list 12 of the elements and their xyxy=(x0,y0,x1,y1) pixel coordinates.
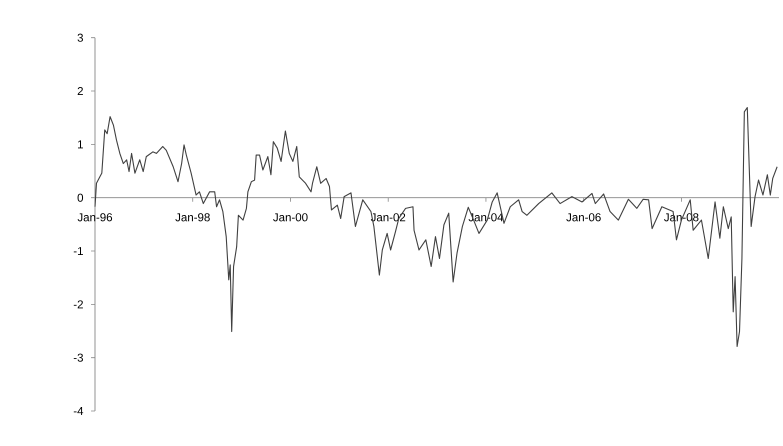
x-tick-label: Jan-96 xyxy=(78,213,112,222)
x-tick-label: Jan-06 xyxy=(566,213,601,222)
y-tick-label: 1 xyxy=(78,140,83,148)
x-tick-label: Jan-98 xyxy=(175,213,210,222)
y-tick-label: -3 xyxy=(74,354,83,362)
y-tick-label: 0 xyxy=(78,194,84,202)
y-tick-label: -2 xyxy=(74,300,83,308)
y-tick-label: -4 xyxy=(74,407,84,415)
y-tick-label: 3 xyxy=(78,34,83,42)
y-tick-label: -1 xyxy=(74,247,83,255)
x-tick-label: Jan-00 xyxy=(273,213,308,222)
y-tick-label: 2 xyxy=(78,87,83,96)
